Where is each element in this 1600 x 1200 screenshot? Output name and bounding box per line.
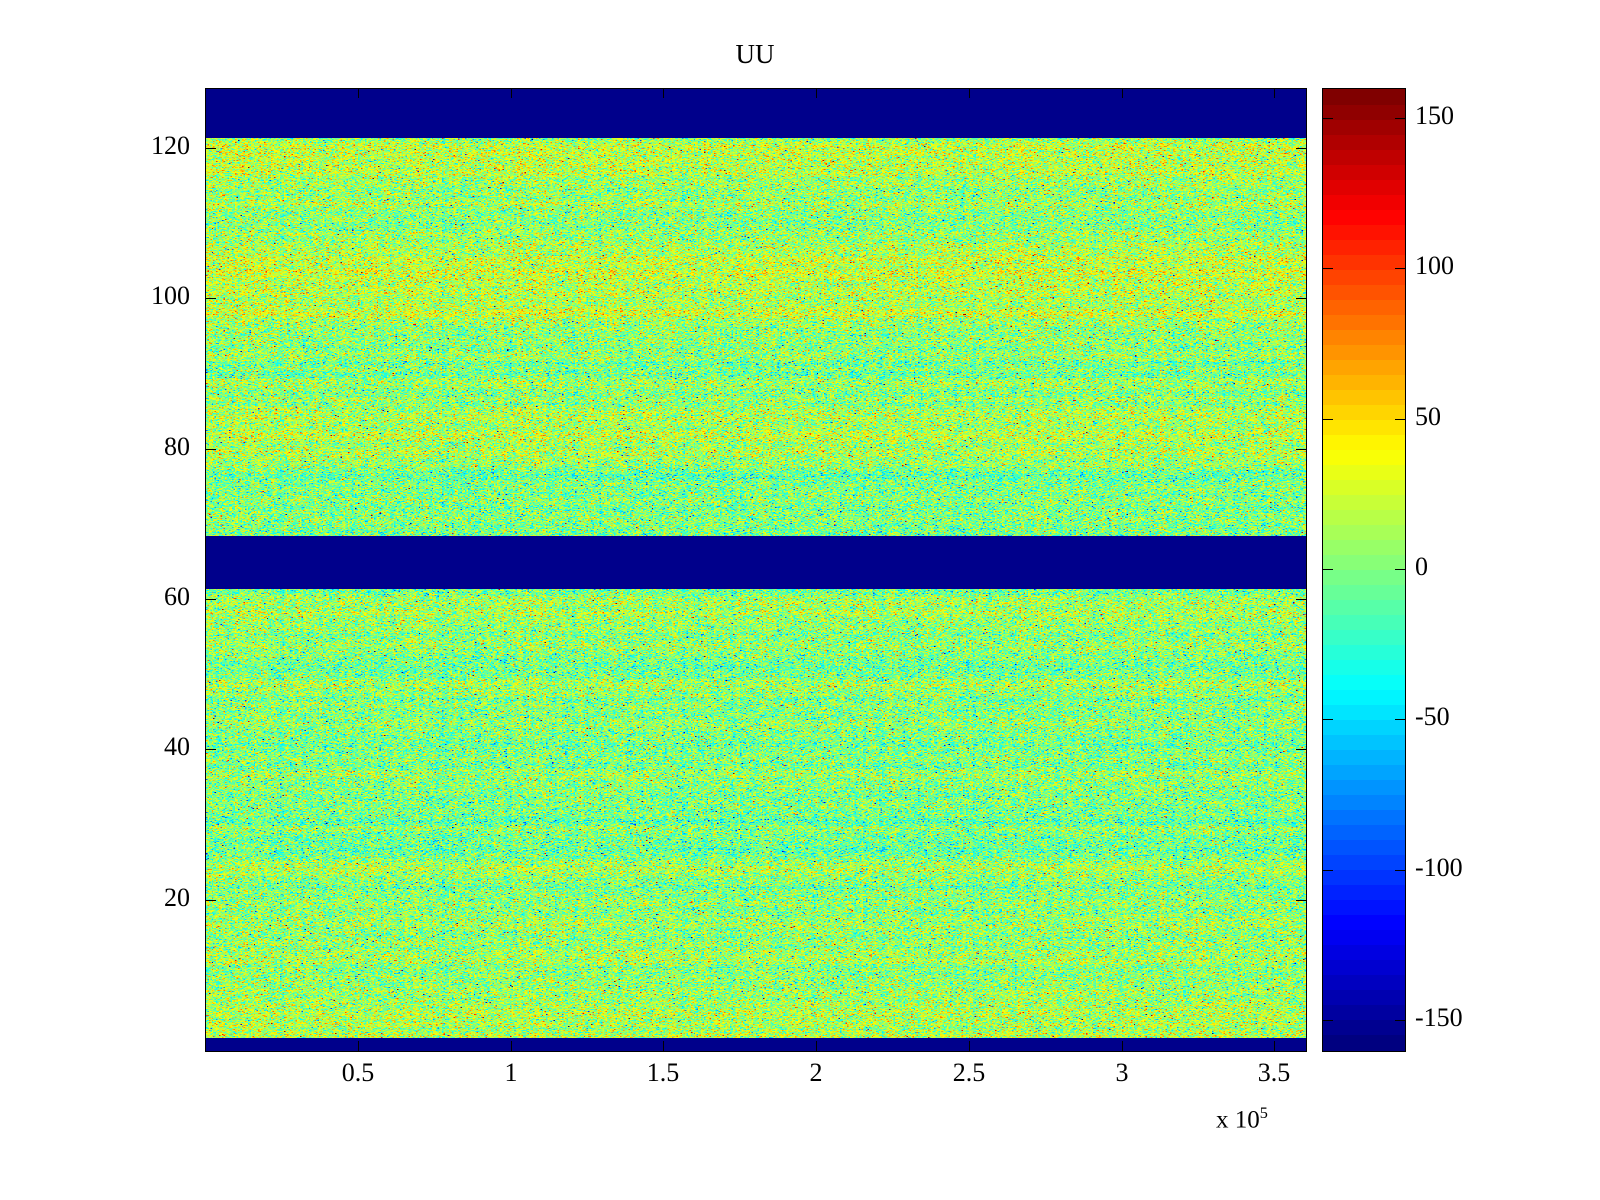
x-tick-label: 1.5 bbox=[646, 1058, 680, 1087]
x-tick-label: 3 bbox=[1115, 1058, 1129, 1087]
x-tick-mark bbox=[358, 88, 359, 98]
y-tick-mark bbox=[1296, 749, 1306, 750]
x-tick-mark bbox=[511, 1041, 512, 1051]
x-tick-label: 1 bbox=[504, 1058, 518, 1087]
x-tick-label: 3.5 bbox=[1257, 1058, 1291, 1087]
colorbar-tick-mark bbox=[1395, 419, 1405, 420]
colorbar-tick-label: 150 bbox=[1415, 101, 1454, 130]
y-tick-mark bbox=[206, 298, 216, 299]
colorbar-tick-label: 0 bbox=[1415, 552, 1428, 581]
y-tick-mark bbox=[1296, 298, 1306, 299]
page-title: UU bbox=[735, 39, 775, 69]
colorbar-tick-label: -50 bbox=[1415, 702, 1450, 731]
colorbar-tick-mark bbox=[1395, 569, 1405, 570]
y-tick-mark bbox=[206, 599, 216, 600]
colorbar-tick-mark bbox=[1395, 870, 1405, 871]
y-tick-label: 80 bbox=[164, 432, 190, 461]
y-tick-mark bbox=[1296, 599, 1306, 600]
x-tick-label: 2 bbox=[809, 1058, 823, 1087]
colorbar-tick-mark bbox=[1323, 1020, 1333, 1021]
y-tick-mark bbox=[206, 900, 216, 901]
colorbar[interactable] bbox=[1322, 88, 1406, 1052]
y-tick-label: 100 bbox=[151, 281, 190, 310]
y-tick-label: 120 bbox=[151, 131, 190, 160]
colorbar-tick-mark bbox=[1323, 569, 1333, 570]
x-tick-mark bbox=[1274, 1041, 1275, 1051]
colorbar-tick-label: -150 bbox=[1415, 1003, 1463, 1032]
colorbar-tick-label: 100 bbox=[1415, 251, 1454, 280]
y-tick-mark bbox=[1296, 148, 1306, 149]
x-tick-mark bbox=[663, 1041, 664, 1051]
x-tick-label: 0.5 bbox=[341, 1058, 375, 1087]
x-tick-mark bbox=[1122, 1041, 1123, 1051]
y-tick-mark bbox=[1296, 900, 1306, 901]
x-tick-mark bbox=[663, 88, 664, 98]
colorbar-gradient bbox=[1323, 89, 1405, 1051]
y-tick-mark bbox=[1296, 449, 1306, 450]
colorbar-tick-mark bbox=[1323, 419, 1333, 420]
colorbar-tick-mark bbox=[1395, 268, 1405, 269]
x-tick-mark bbox=[511, 88, 512, 98]
colorbar-tick-mark bbox=[1323, 268, 1333, 269]
x-tick-mark bbox=[816, 88, 817, 98]
colorbar-tick-mark bbox=[1395, 118, 1405, 119]
x-tick-mark bbox=[816, 1041, 817, 1051]
x-tick-mark bbox=[358, 1041, 359, 1051]
x-tick-mark bbox=[969, 88, 970, 98]
y-tick-label: 20 bbox=[164, 883, 190, 912]
colorbar-tick-label: 50 bbox=[1415, 402, 1441, 431]
x-tick-mark bbox=[1274, 88, 1275, 98]
y-tick-mark bbox=[206, 148, 216, 149]
heatmap-plot-area[interactable] bbox=[205, 88, 1307, 1052]
colorbar-tick-mark bbox=[1395, 1020, 1405, 1021]
x-tick-mark bbox=[1122, 88, 1123, 98]
x-tick-mark bbox=[969, 1041, 970, 1051]
y-tick-mark bbox=[206, 749, 216, 750]
y-tick-mark bbox=[206, 449, 216, 450]
y-tick-label: 40 bbox=[164, 732, 190, 761]
colorbar-tick-mark bbox=[1323, 118, 1333, 119]
x-tick-label: 2.5 bbox=[952, 1058, 986, 1087]
x-axis-exponent-label: x 105 bbox=[1216, 1104, 1268, 1134]
y-tick-label: 60 bbox=[164, 582, 190, 611]
colorbar-tick-mark bbox=[1323, 870, 1333, 871]
colorbar-tick-mark bbox=[1395, 719, 1405, 720]
colorbar-tick-mark bbox=[1323, 719, 1333, 720]
heatmap-image bbox=[206, 89, 1306, 1051]
colorbar-tick-label: -100 bbox=[1415, 853, 1463, 882]
